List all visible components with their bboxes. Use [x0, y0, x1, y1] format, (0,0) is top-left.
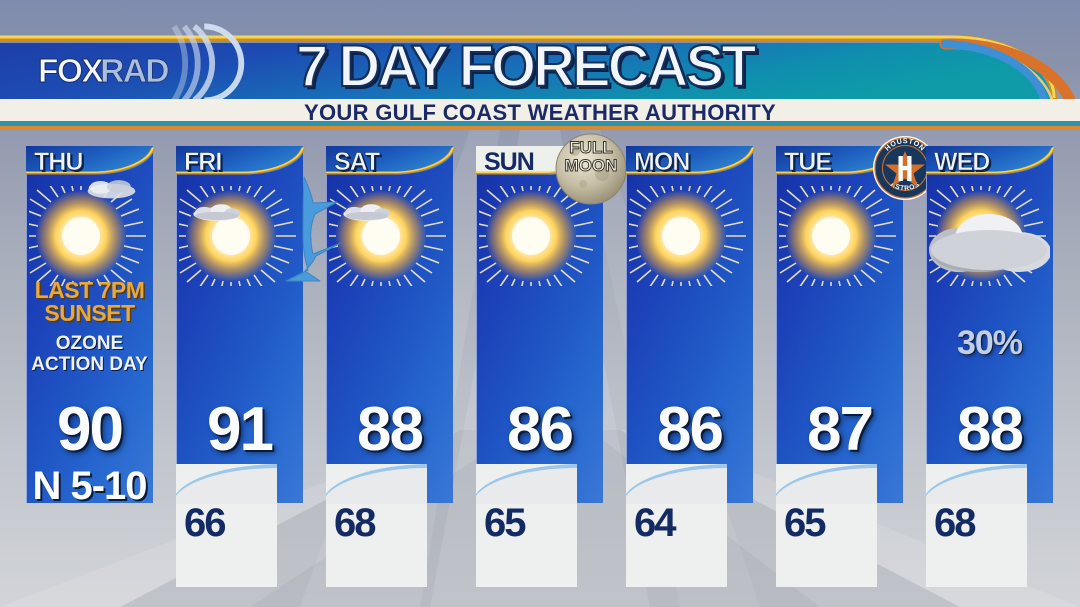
svg-text:RAD: RAD	[100, 53, 168, 90]
svg-text:FOX: FOX	[38, 53, 104, 90]
